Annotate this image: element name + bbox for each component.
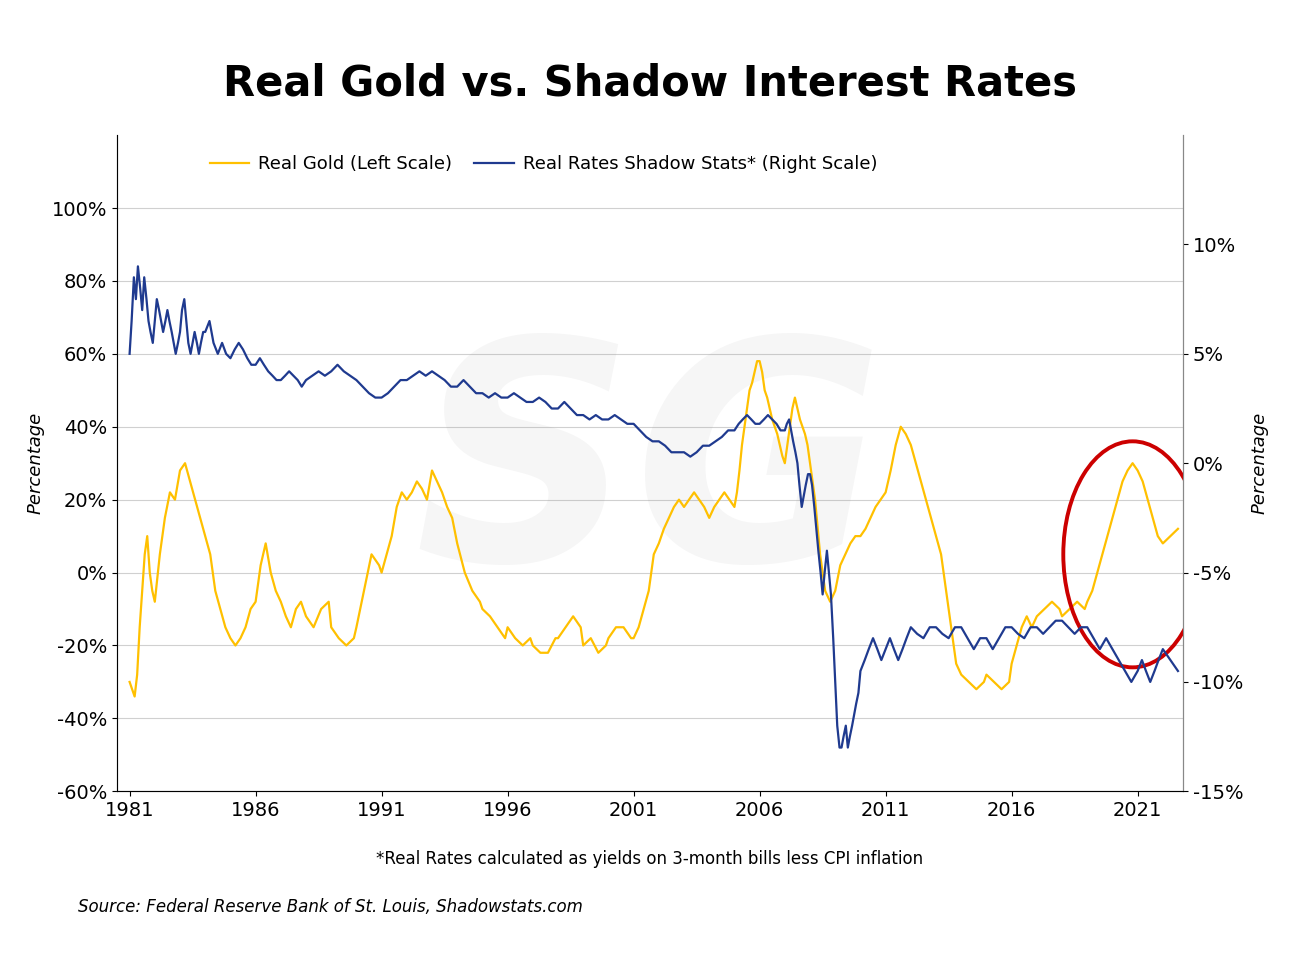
Text: Real Gold vs. Shadow Interest Rates: Real Gold vs. Shadow Interest Rates xyxy=(224,63,1076,105)
Real Rates Shadow Stats* (Right Scale) xyxy=(239,352,255,364)
Real Rates Shadow Stats* (Right Scale) xyxy=(832,742,848,754)
Real Gold (Left Scale) xyxy=(523,632,538,644)
Real Rates Shadow Stats* (Right Scale) xyxy=(857,654,872,666)
Line: Real Rates Shadow Stats* (Right Scale): Real Rates Shadow Stats* (Right Scale) xyxy=(130,266,1178,748)
Text: *Real Rates calculated as yields on 3-month bills less CPI inflation: *Real Rates calculated as yields on 3-mo… xyxy=(377,849,923,868)
Real Rates Shadow Stats* (Right Scale) xyxy=(1030,621,1045,633)
Real Gold (Left Scale) xyxy=(913,476,928,487)
Real Gold (Left Scale) xyxy=(777,457,793,469)
Real Gold (Left Scale) xyxy=(122,676,138,688)
Text: Source: Federal Reserve Bank of St. Louis, Shadowstats.com: Source: Federal Reserve Bank of St. Loui… xyxy=(78,897,582,916)
Real Gold (Left Scale) xyxy=(692,494,707,506)
Real Rates Shadow Stats* (Right Scale) xyxy=(122,348,138,360)
Real Gold (Left Scale) xyxy=(749,355,764,367)
Real Rates Shadow Stats* (Right Scale) xyxy=(1170,665,1186,676)
Line: Real Gold (Left Scale): Real Gold (Left Scale) xyxy=(130,361,1178,697)
Real Gold (Left Scale) xyxy=(127,691,143,703)
Real Gold (Left Scale) xyxy=(1170,523,1186,535)
Real Rates Shadow Stats* (Right Scale) xyxy=(823,589,838,600)
Real Rates Shadow Stats* (Right Scale) xyxy=(304,370,320,381)
Y-axis label: Percentage: Percentage xyxy=(27,412,44,514)
Y-axis label: Percentage: Percentage xyxy=(1251,412,1269,514)
Real Gold (Left Scale) xyxy=(608,621,624,633)
Real Rates Shadow Stats* (Right Scale) xyxy=(130,261,146,272)
Text: SG: SG xyxy=(415,328,885,624)
Real Rates Shadow Stats* (Right Scale) xyxy=(760,409,776,421)
Real Gold (Left Scale) xyxy=(1036,603,1052,615)
Legend: Real Gold (Left Scale), Real Rates Shadow Stats* (Right Scale): Real Gold (Left Scale), Real Rates Shado… xyxy=(203,149,884,180)
